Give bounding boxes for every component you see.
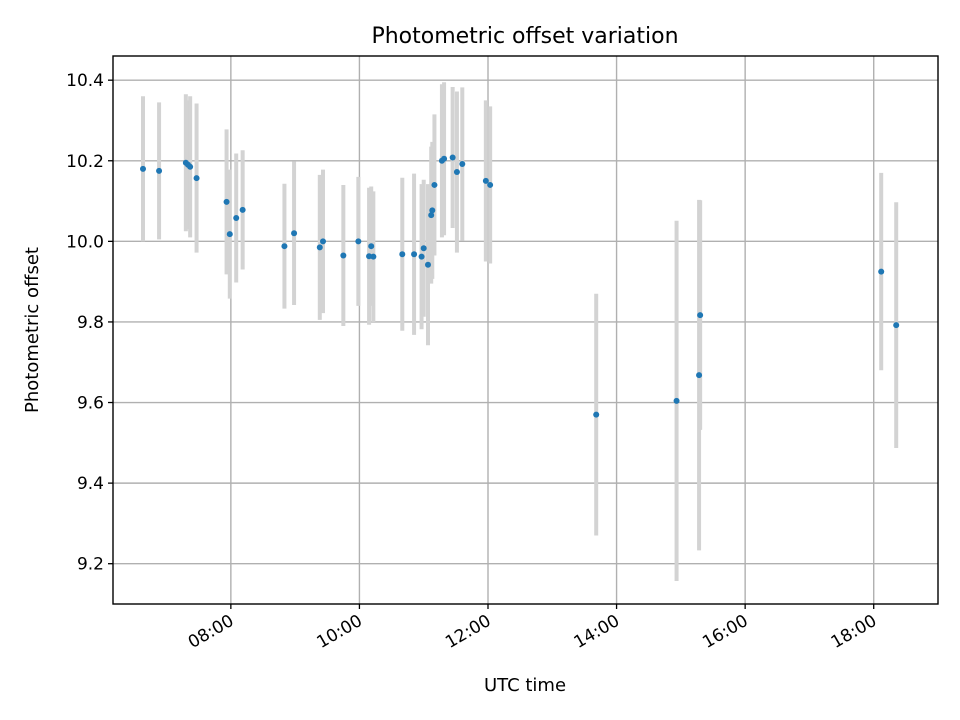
- data-point: [291, 230, 298, 237]
- data-point: [459, 160, 466, 167]
- grid-layer: [113, 56, 938, 604]
- y-tick-label: 9.6: [77, 394, 104, 414]
- data-point: [316, 244, 323, 251]
- y-tick-label: 10.0: [66, 232, 104, 252]
- data-point: [223, 198, 230, 205]
- y-tick-label: 10.4: [66, 71, 104, 91]
- data-point: [429, 207, 436, 214]
- y-tick-label: 10.2: [66, 152, 104, 172]
- data-point: [399, 251, 406, 258]
- data-point: [878, 268, 885, 275]
- data-point: [226, 231, 233, 238]
- plot-frame: [112, 55, 939, 605]
- data-point: [425, 261, 431, 268]
- data-point: [418, 253, 425, 260]
- point-layer: [140, 154, 900, 418]
- y-tick-label: 9.8: [77, 313, 104, 333]
- data-point: [239, 206, 246, 213]
- x-axis-label: UTC time: [484, 675, 566, 696]
- data-point: [187, 163, 194, 170]
- data-point: [893, 322, 900, 329]
- data-point: [193, 175, 200, 182]
- data-point: [453, 169, 460, 176]
- data-point: [320, 238, 326, 245]
- data-point: [487, 181, 494, 188]
- data-point: [431, 181, 438, 188]
- data-point: [420, 245, 427, 252]
- data-point: [140, 165, 146, 172]
- y-axis-label: Photometric offset: [22, 247, 43, 413]
- chart-title: Photometric offset variation: [371, 24, 678, 49]
- y-tick-label: 9.2: [77, 555, 104, 575]
- data-point: [449, 154, 456, 161]
- data-point: [340, 252, 347, 259]
- data-point: [696, 372, 703, 379]
- data-point: [156, 167, 163, 174]
- data-point: [697, 312, 704, 319]
- y-tick-label: 9.4: [77, 474, 104, 494]
- data-point: [355, 238, 362, 245]
- data-point: [673, 397, 680, 404]
- data-point: [411, 251, 418, 258]
- data-point: [482, 177, 489, 184]
- data-point: [441, 155, 448, 162]
- data-point: [593, 411, 600, 418]
- data-point: [233, 214, 240, 221]
- data-point: [368, 243, 375, 250]
- data-point: [370, 253, 377, 260]
- data-point: [428, 212, 435, 219]
- data-point: [281, 243, 288, 250]
